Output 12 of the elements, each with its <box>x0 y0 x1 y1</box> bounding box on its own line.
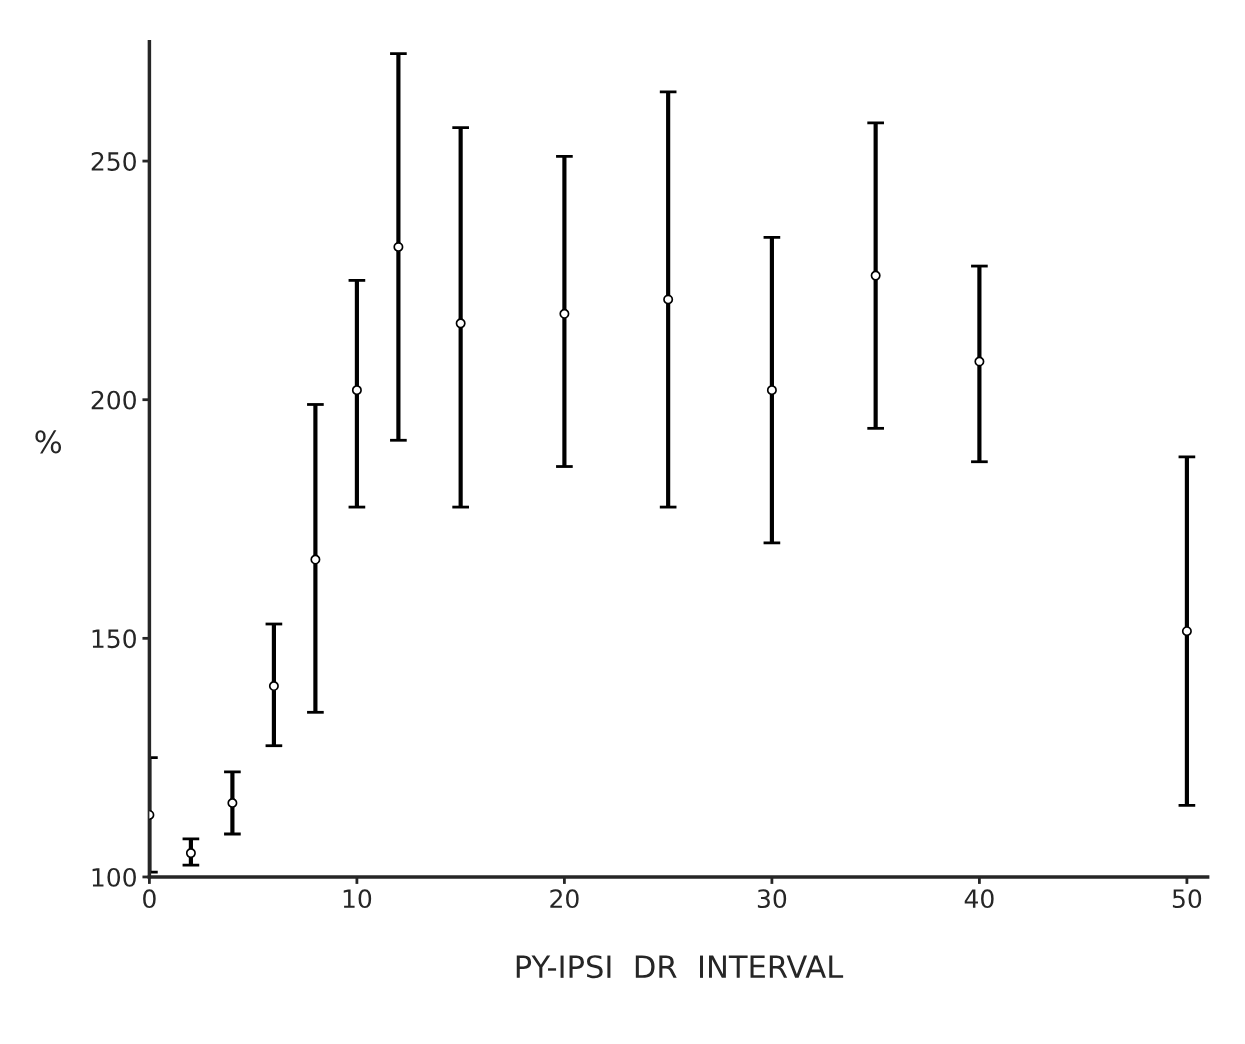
x-tick-label: 40 <box>964 889 994 909</box>
y-tick-label: 100 <box>92 867 136 887</box>
x-tick-label: 0 <box>143 889 156 909</box>
x-tick-label: 10 <box>343 889 372 909</box>
y-axis-title: % <box>35 430 62 454</box>
x-tick-label: 20 <box>550 889 579 909</box>
x-tick-label: 30 <box>757 889 787 909</box>
x-axis-title: PY-IPSI DR INTERVAL <box>516 955 844 979</box>
y-tick-label: 250 <box>91 152 136 171</box>
x-tick-label: 50 <box>1172 889 1202 909</box>
y-tick-label: 200 <box>91 390 136 410</box>
y-tick-label: 150 <box>92 629 136 649</box>
